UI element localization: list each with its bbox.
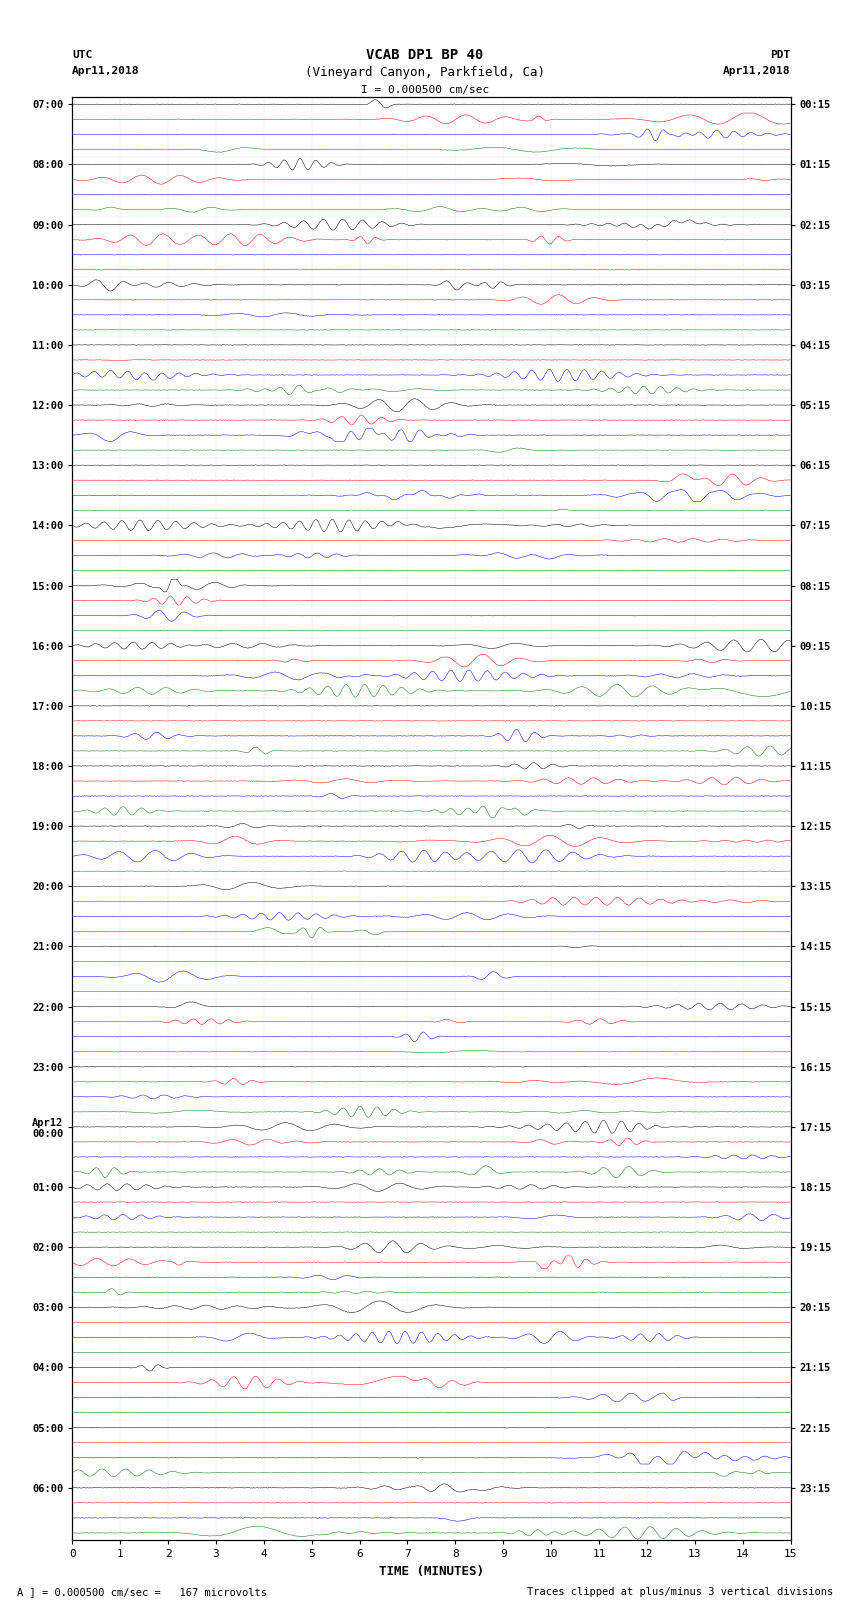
- Text: (Vineyard Canyon, Parkfield, Ca): (Vineyard Canyon, Parkfield, Ca): [305, 66, 545, 79]
- Text: I = 0.000500 cm/sec: I = 0.000500 cm/sec: [361, 85, 489, 95]
- Text: Traces clipped at plus/minus 3 vertical divisions: Traces clipped at plus/minus 3 vertical …: [527, 1587, 833, 1597]
- Text: Apr11,2018: Apr11,2018: [723, 66, 791, 76]
- Text: A ] = 0.000500 cm/sec =   167 microvolts: A ] = 0.000500 cm/sec = 167 microvolts: [17, 1587, 267, 1597]
- Text: PDT: PDT: [770, 50, 790, 60]
- Text: Apr11,2018: Apr11,2018: [72, 66, 139, 76]
- Text: UTC: UTC: [72, 50, 93, 60]
- Text: VCAB DP1 BP 40: VCAB DP1 BP 40: [366, 48, 484, 63]
- X-axis label: TIME (MINUTES): TIME (MINUTES): [379, 1565, 484, 1578]
